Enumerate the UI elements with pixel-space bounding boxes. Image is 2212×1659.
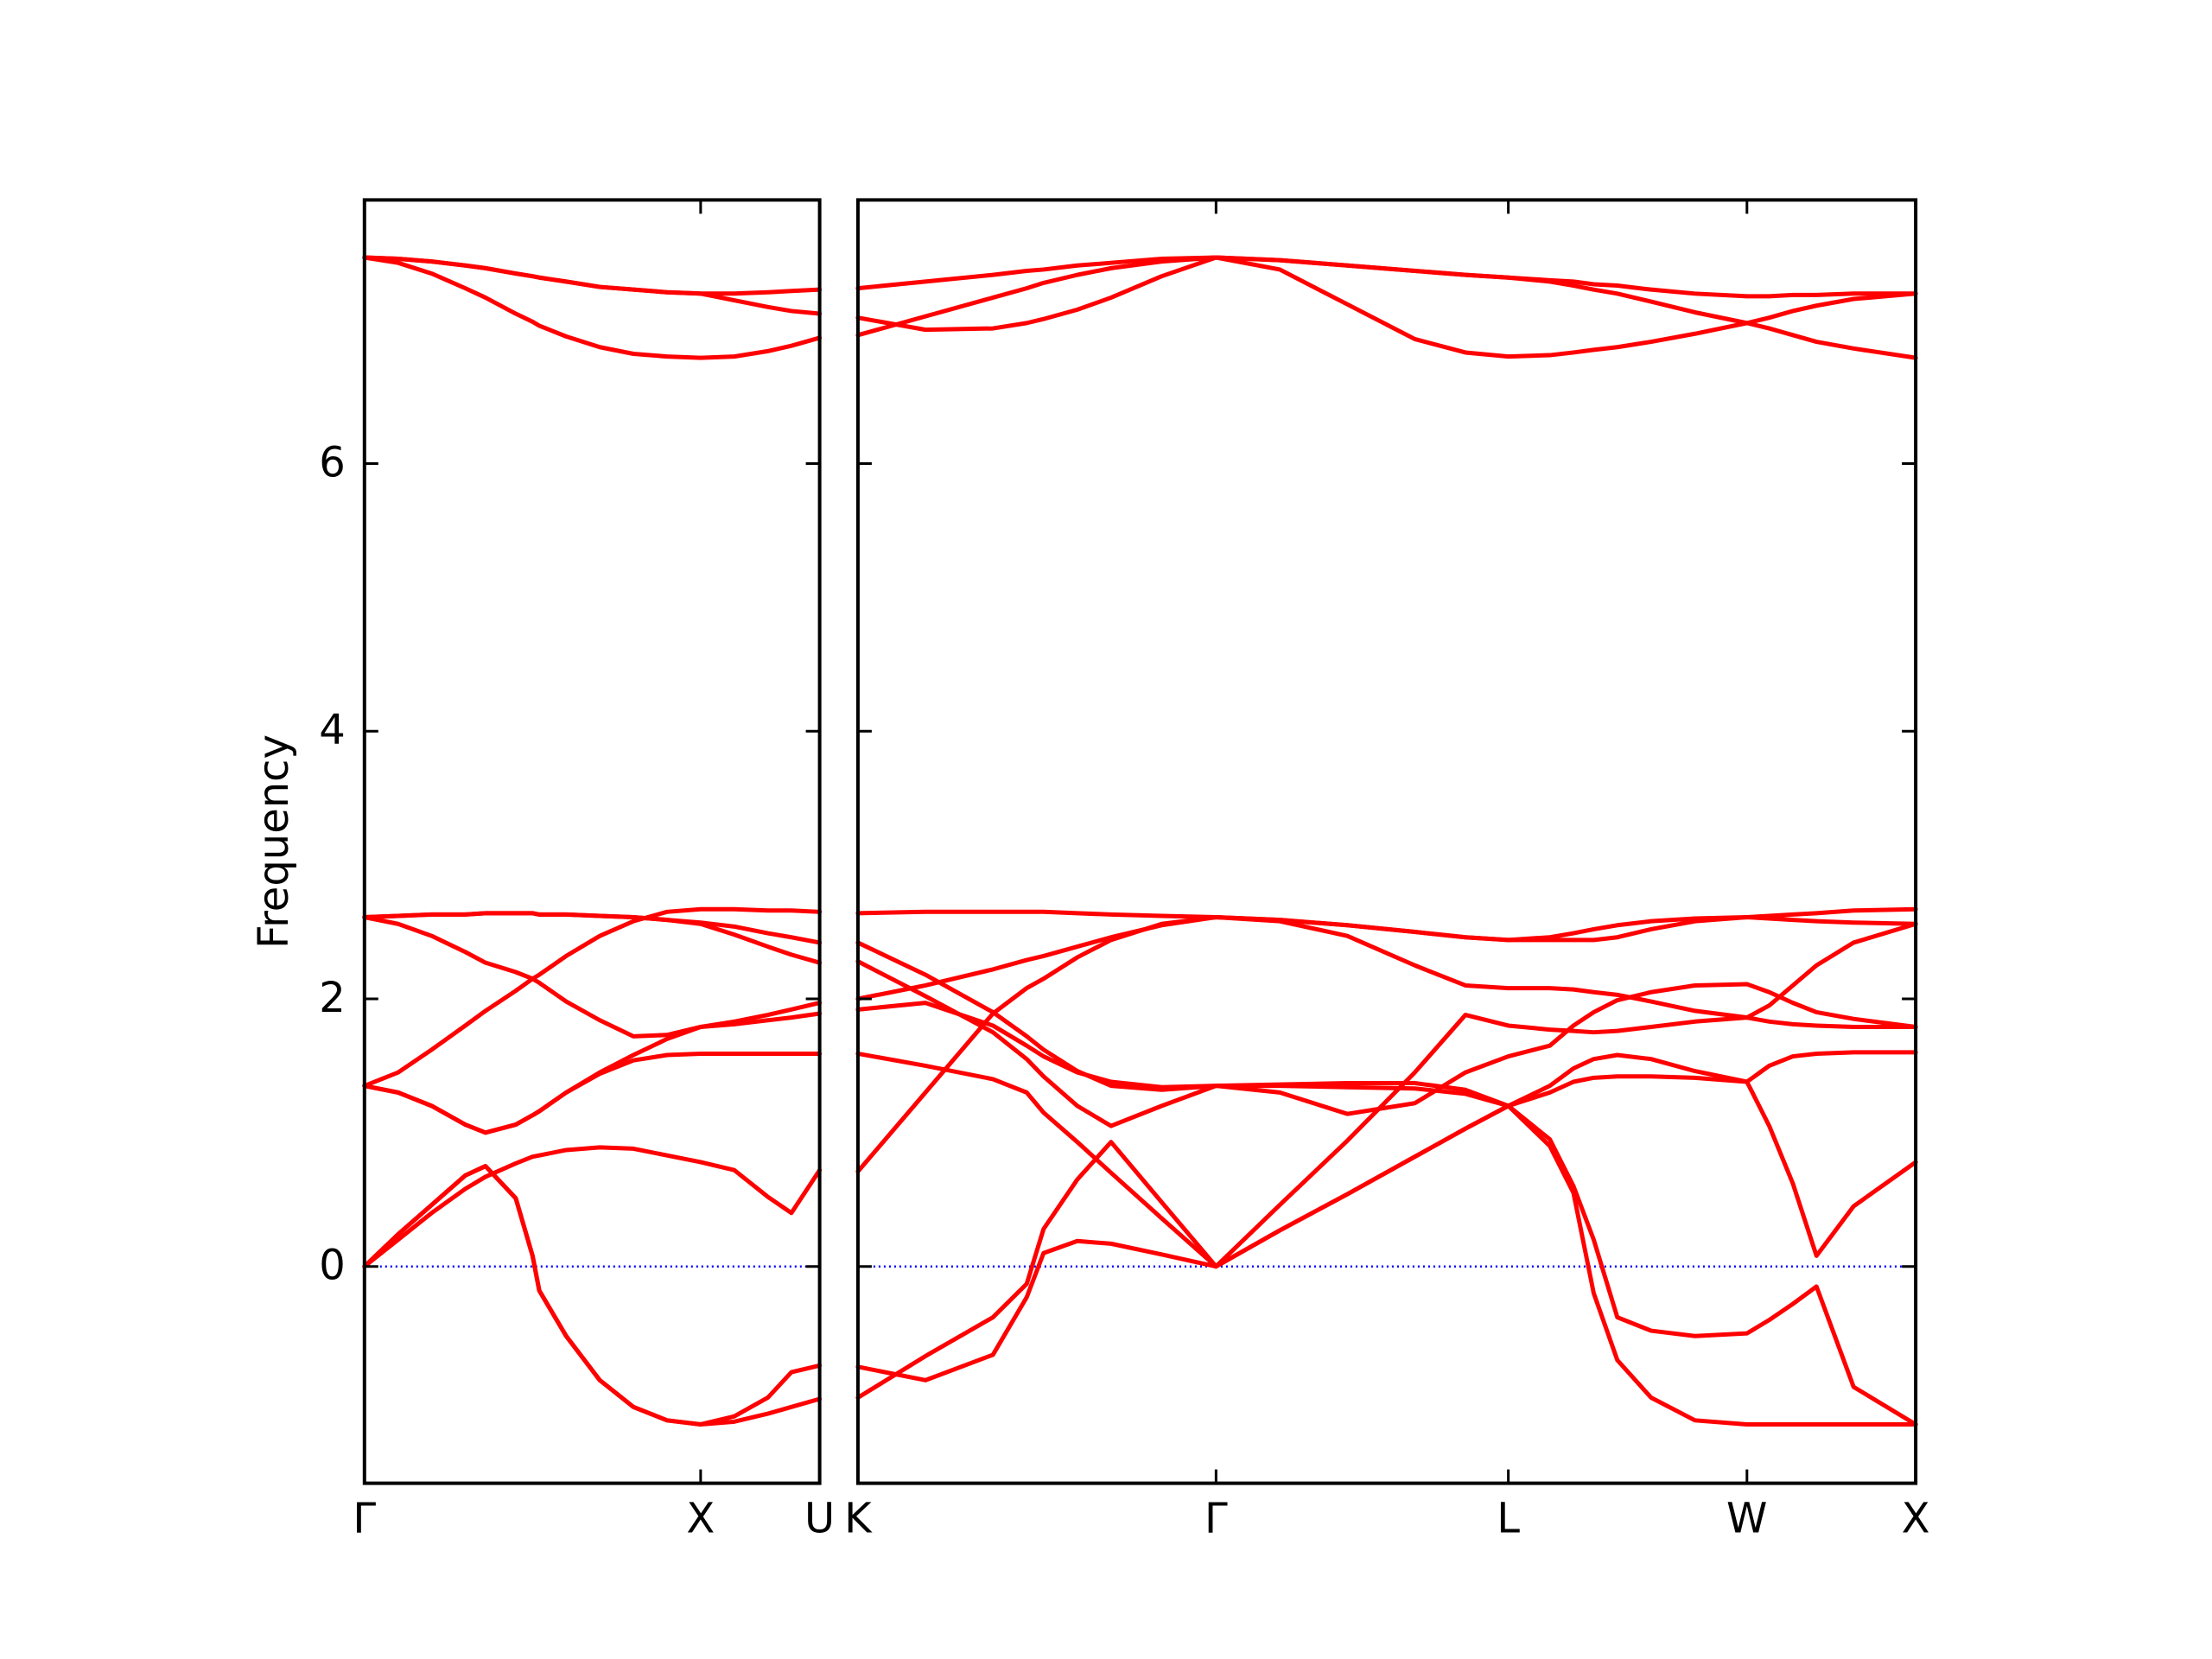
band-line	[855, 1001, 1918, 1427]
band-line	[855, 255, 1918, 338]
band-line	[362, 1051, 823, 1135]
band-line	[362, 1164, 823, 1427]
band-line	[855, 915, 1918, 1174]
y-tick-label: 0	[319, 1242, 346, 1290]
x-tick-label: U	[804, 1495, 835, 1543]
band-line	[855, 255, 1918, 360]
y-tick-label: 2	[319, 974, 346, 1022]
x-tick-label: K	[844, 1495, 873, 1543]
band-line	[855, 906, 1918, 943]
band-line	[362, 911, 823, 965]
y-axis-label: Frequency	[250, 734, 298, 949]
band-line	[362, 255, 823, 360]
band-line	[362, 1145, 823, 1269]
y-tick-label: 6	[319, 438, 346, 486]
x-tick-label: Γ	[1205, 1495, 1228, 1543]
band-line	[855, 940, 1918, 1109]
x-tick-label: Γ	[353, 1495, 376, 1543]
band-line	[855, 1013, 1918, 1269]
plot-frame	[362, 198, 822, 1485]
x-tick-label: W	[1726, 1495, 1767, 1543]
plot-frame	[855, 198, 1918, 1485]
y-tick-label: 4	[319, 706, 346, 754]
band-line	[362, 906, 823, 1089]
x-tick-label: X	[1902, 1495, 1930, 1543]
band-line	[362, 915, 823, 1039]
band-line	[855, 959, 1918, 1128]
band-line	[362, 255, 823, 316]
band-line	[362, 1011, 823, 1135]
x-tick-label: X	[686, 1495, 715, 1543]
band-line	[855, 1103, 1918, 1427]
band-line	[855, 915, 1918, 1001]
x-tick-label: L	[1497, 1495, 1520, 1543]
